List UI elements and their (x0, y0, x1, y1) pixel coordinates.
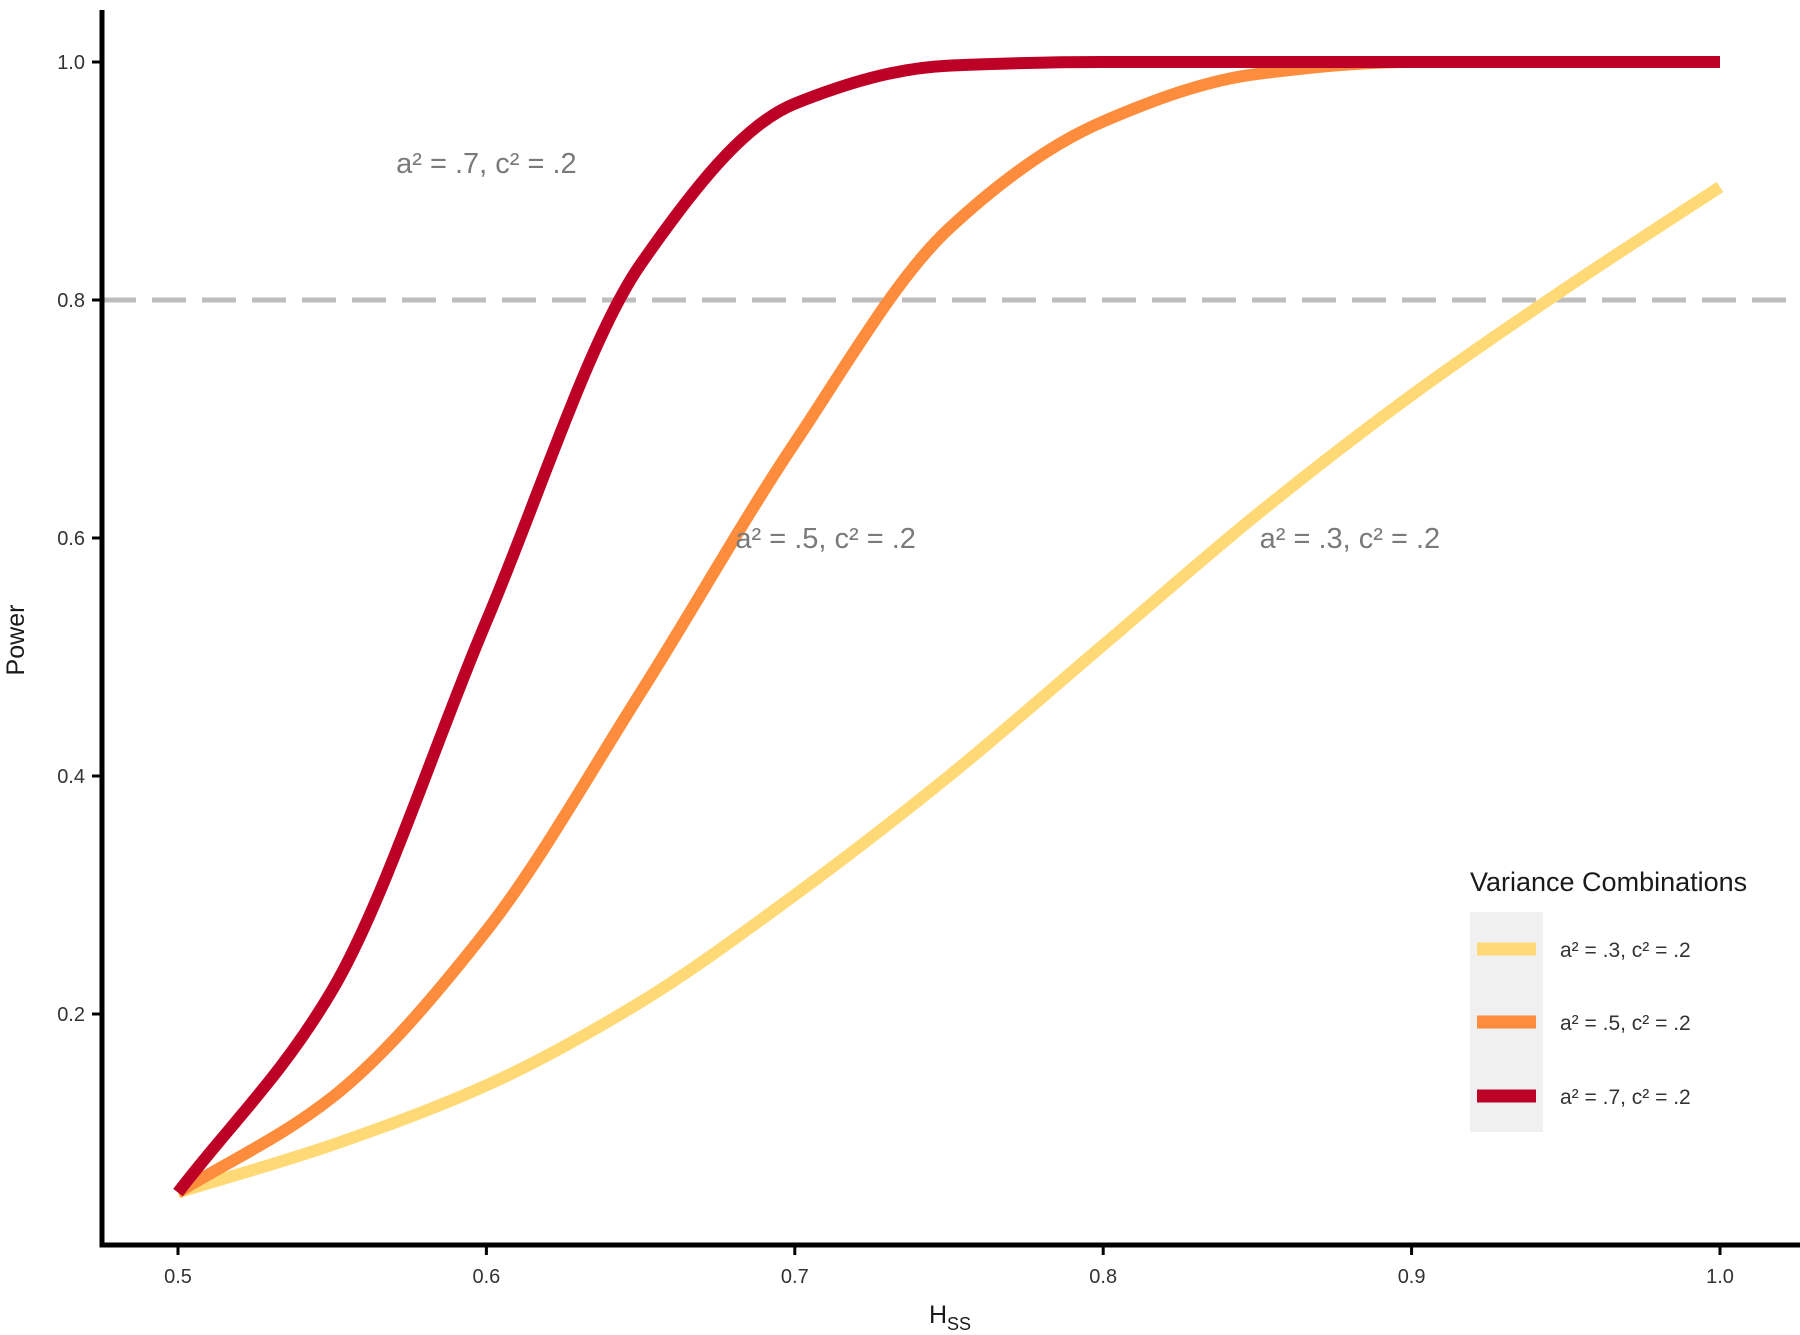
x-axis-title-subscript: SS (947, 1314, 971, 1334)
series-line-1 (176, 181, 1724, 1199)
axes (99, 10, 1800, 1248)
y-tick-label: 0.2 (57, 1004, 85, 1026)
legend-label-2: a² = .5, c² = .2 (1560, 1012, 1691, 1035)
x-tick-label: 0.5 (164, 1266, 192, 1288)
y-ticks: 0.2 0.4 0.6 0.8 1.0 (57, 52, 100, 1026)
series-layer (173, 55, 1724, 1199)
series-annotation-1: a² = .7, c² = .2 (396, 148, 577, 180)
legend-label-3: a² = .7, c² = .2 (1560, 1086, 1691, 1109)
x-ticks: 0.5 0.6 0.7 0.8 0.9 1.0 (164, 1247, 1734, 1288)
series-line-3 (173, 55, 1720, 1197)
y-tick-label: 0.8 (57, 290, 85, 312)
legend-entries: a² = .3, c² = .2 a² = .5, c² = .2 a² = .7,… (1477, 939, 1691, 1109)
series-annotation-3: a² = .3, c² = .2 (1260, 523, 1441, 555)
y-tick-label: 0.4 (57, 766, 85, 788)
x-tick-label: 1.0 (1706, 1266, 1734, 1288)
x-axis-title-main: H (929, 1301, 947, 1329)
y-tick-label: 0.6 (57, 528, 85, 550)
x-tick-label: 0.8 (1089, 1266, 1117, 1288)
y-tick-label: 1.0 (57, 52, 85, 74)
legend-label-1: a² = .3, c² = .2 (1560, 939, 1691, 962)
x-tick-label: 0.6 (472, 1266, 500, 1288)
y-axis-title: Power (2, 605, 30, 676)
annotation-layer: a² = .7, c² = .2 a² = .5, c² = .2 a² = .3,… (396, 148, 1440, 555)
series-annotation-2: a² = .5, c² = .2 (735, 523, 916, 555)
x-tick-label: 0.7 (781, 1266, 809, 1288)
x-axis-title: HSS (929, 1301, 971, 1334)
legend-title: Variance Combinations (1470, 867, 1747, 897)
x-tick-label: 0.9 (1398, 1266, 1426, 1288)
legend: Variance Combinations a² = .3, c² = .2a²… (1470, 867, 1747, 1132)
